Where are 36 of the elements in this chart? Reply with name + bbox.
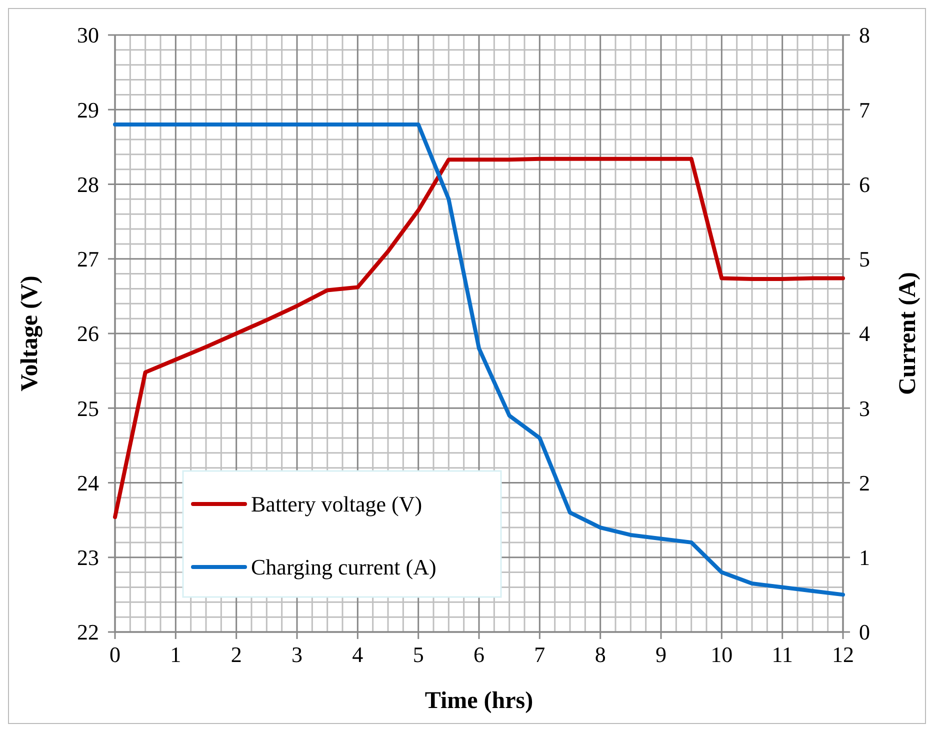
x-tick-label: 12 — [832, 642, 854, 667]
y2-tick-label: 7 — [859, 97, 870, 122]
y-tick-label: 28 — [77, 172, 99, 197]
y2-axis-title: Current (A) — [895, 272, 921, 395]
x-tick-label: 0 — [110, 642, 120, 667]
y2-tick-label: 8 — [859, 22, 870, 48]
y-axis-title: Voltage (V) — [17, 276, 43, 392]
x-axis-title: Time (hrs) — [424, 688, 534, 714]
x-tick-label: 2 — [230, 642, 242, 667]
legend-label: Battery voltage (V) — [251, 492, 422, 517]
x-tick-label: 9 — [656, 642, 666, 667]
x-tick-label: 1 — [170, 642, 182, 667]
y2-tick-label: 4 — [859, 321, 870, 346]
y-tick-label: 24 — [77, 470, 99, 496]
x-tick-label: 8 — [594, 642, 606, 667]
x-tick-label: 4 — [352, 642, 364, 667]
y-tick-label: 29 — [77, 97, 99, 122]
x-tick-label: 5 — [412, 642, 424, 667]
x-tick-label: 10 — [710, 642, 733, 667]
x-tick-label: 3 — [292, 642, 302, 667]
x-tick-label: 11 — [772, 642, 793, 667]
y2-tick-label: 0 — [859, 620, 870, 645]
y2-tick-label: 3 — [859, 396, 870, 421]
y-tick-label: 26 — [77, 321, 99, 346]
y-tick-label: 27 — [77, 246, 99, 272]
y2-tick-label: 1 — [859, 545, 870, 570]
x-tick-label: 6 — [474, 642, 484, 667]
y2-tick-label: 5 — [859, 246, 870, 272]
y-tick-label: 22 — [77, 620, 99, 645]
y2-tick-label: 2 — [859, 470, 870, 496]
y-tick-label: 23 — [77, 545, 99, 570]
y-tick-label: 30 — [77, 22, 99, 48]
legend-label: Charging current (A) — [251, 554, 436, 580]
y-tick-label: 25 — [77, 396, 99, 421]
x-tick-label: 7 — [534, 642, 546, 667]
y2-tick-label: 6 — [859, 172, 870, 197]
